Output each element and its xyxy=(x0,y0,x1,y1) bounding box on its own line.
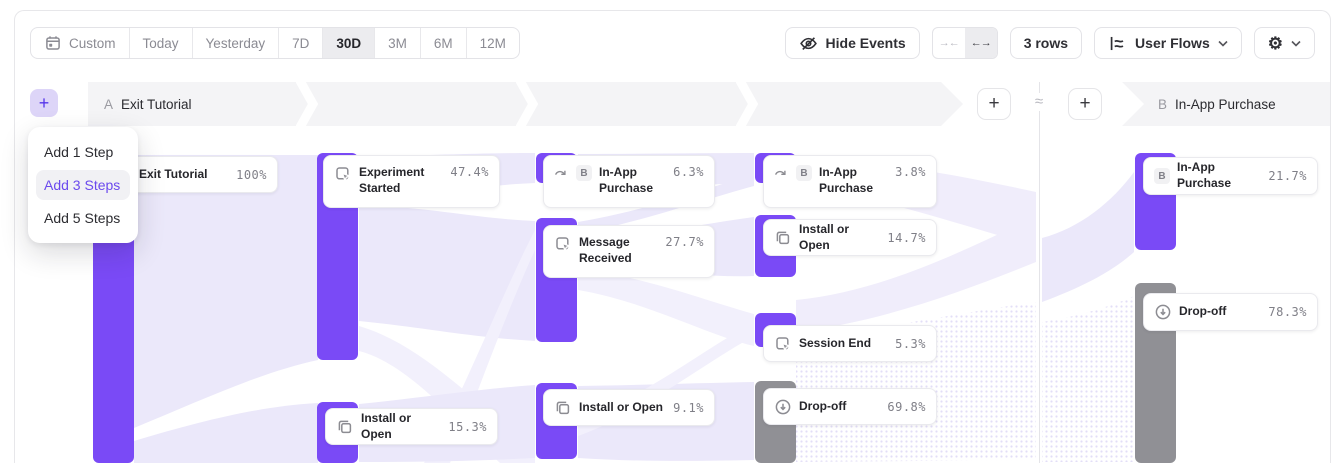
step-title-b: In-App Purchase xyxy=(1175,96,1276,112)
event-b-badge: B xyxy=(576,165,592,181)
band-chevron-icon xyxy=(296,82,319,126)
date-range-30d[interactable]: 30D xyxy=(323,28,376,58)
rows-button[interactable]: 3 rows xyxy=(1009,27,1083,59)
event-b-badge: B xyxy=(1154,168,1170,184)
toolbar-right: Hide Events →← ←→ 3 rows User Flows ⚙ xyxy=(784,27,1315,59)
plus-icon: + xyxy=(38,92,50,113)
cursor-click-icon xyxy=(336,167,352,183)
arrow-down-circle-icon xyxy=(1155,304,1171,320)
chevron-down-icon xyxy=(1291,40,1301,47)
menu-item-add-5-steps[interactable]: Add 5 Steps xyxy=(44,210,121,226)
collapse-expand-toggle: →← ←→ xyxy=(931,27,998,59)
approx-symbol: ≈ xyxy=(1028,93,1050,111)
step-letter-b: B xyxy=(1158,96,1168,112)
chevron-down-icon xyxy=(1218,40,1228,47)
date-range-7d[interactable]: 7D xyxy=(279,28,324,58)
flow-node-in-app-purchase-3[interactable]: B In-App Purchase 3.8% xyxy=(763,155,937,208)
add-step-menu: Add 1 Step Add 3 Steps Add 5 Steps xyxy=(28,127,138,243)
rows-label: 3 rows xyxy=(1023,35,1069,51)
windows-icon xyxy=(338,420,352,433)
view-selector-label: User Flows xyxy=(1135,35,1210,51)
date-range-6m[interactable]: 6M xyxy=(421,28,467,58)
hide-events-button[interactable]: Hide Events xyxy=(784,27,920,59)
add-step-button-active[interactable]: + xyxy=(30,89,58,117)
flow-node-message-received[interactable]: Message Received 27.7% xyxy=(543,225,715,278)
add-step-before-b-button[interactable]: + xyxy=(1068,88,1102,120)
band-chevron-icon xyxy=(516,82,539,126)
cursor-click-icon xyxy=(556,237,572,253)
collapse-columns-button[interactable]: →← xyxy=(933,28,965,58)
plus-icon: + xyxy=(1079,93,1091,114)
windows-icon xyxy=(556,401,570,414)
add-step-after-a-button[interactable]: + xyxy=(977,88,1011,120)
flow-node-install-or-open-9[interactable]: Install or Open 9.1% xyxy=(543,389,715,426)
date-range-custom[interactable]: Custom xyxy=(31,28,130,58)
plus-icon: + xyxy=(988,93,1000,114)
event-b-badge: B xyxy=(796,165,812,181)
menu-item-add-1-step[interactable]: Add 1 Step xyxy=(44,144,114,160)
windows-icon xyxy=(776,231,790,244)
flow-node-drop-off-69[interactable]: Drop-off 69.8% xyxy=(763,388,937,425)
flow-node-install-or-open-15[interactable]: Install or Open 15.3% xyxy=(325,408,498,445)
date-range-selector: Custom Today Yesterday 7D 30D 3M 6M 12M xyxy=(30,27,520,59)
date-range-yesterday[interactable]: Yesterday xyxy=(193,28,280,58)
settings-dropdown[interactable]: ⚙ xyxy=(1253,27,1315,59)
arrow-down-circle-icon xyxy=(775,399,791,414)
cursor-click-icon xyxy=(776,336,792,352)
hide-events-label: Hide Events xyxy=(825,35,906,51)
step-letter-a: A xyxy=(104,96,114,112)
flow-node-drop-off-78[interactable]: Drop-off 78.3% xyxy=(1143,293,1318,331)
step-title-a: Exit Tutorial xyxy=(121,96,192,112)
date-range-3m[interactable]: 3M xyxy=(375,28,421,58)
date-range-today[interactable]: Today xyxy=(130,28,193,58)
date-range-12m[interactable]: 12M xyxy=(479,35,506,51)
flow-node-in-app-purchase-21[interactable]: B In-App Purchase 21.7% xyxy=(1143,157,1318,195)
flows-chart-icon xyxy=(1110,36,1124,50)
arrows-in-icon: →← xyxy=(938,37,960,49)
redo-arrow-icon xyxy=(554,170,566,176)
eye-off-icon xyxy=(799,36,817,50)
arrows-out-icon: ←→ xyxy=(970,37,992,49)
flow-node-session-end[interactable]: Session End 5.3% xyxy=(763,325,937,362)
view-selector-dropdown[interactable]: User Flows xyxy=(1094,27,1242,59)
calendar-icon xyxy=(46,36,60,50)
flow-node-exit-tutorial[interactable]: Exit Tutorial 100% xyxy=(128,156,278,193)
flow-node-install-or-open-14[interactable]: Install or Open 14.7% xyxy=(763,219,937,256)
section-divider xyxy=(1039,82,1040,463)
menu-item-add-3-steps[interactable]: Add 3 Steps xyxy=(36,170,130,200)
flow-node-experiment-started[interactable]: Experiment Started 47.4% xyxy=(323,155,500,208)
toolbar: Custom Today Yesterday 7D 30D 3M 6M 12M … xyxy=(30,27,1315,59)
band-chevron-icon xyxy=(736,82,759,126)
date-range-label: Custom xyxy=(69,35,116,51)
flow-node-in-app-purchase-6[interactable]: B In-App Purchase 6.3% xyxy=(543,155,715,208)
gear-icon: ⚙ xyxy=(1267,33,1283,53)
expand-columns-button[interactable]: ←→ xyxy=(964,28,997,58)
step-header-b[interactable]: B In-App Purchase xyxy=(1122,82,1330,126)
redo-arrow-icon xyxy=(774,170,786,176)
